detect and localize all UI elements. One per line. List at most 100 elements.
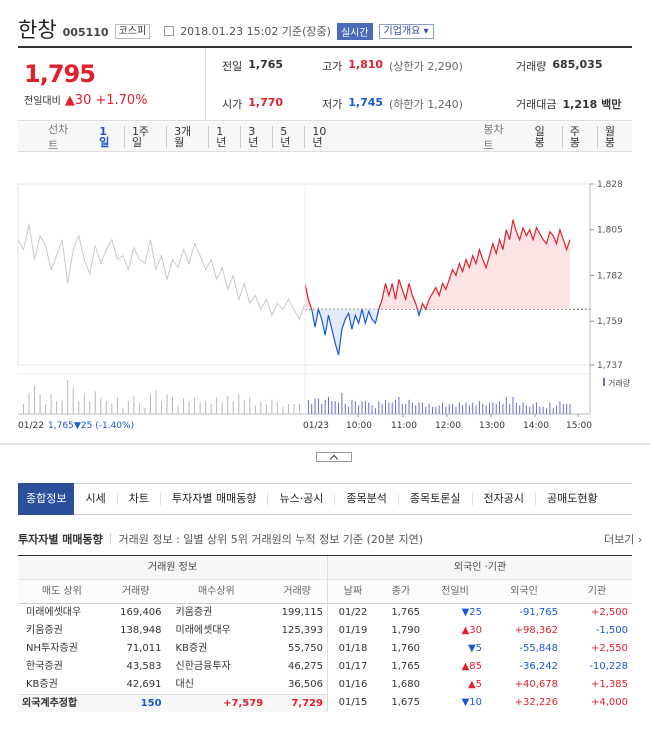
x-tick-label: 14:00	[523, 421, 549, 431]
section-title: 투자자별 매매동향	[18, 533, 103, 546]
tab-short-selling[interactable]: 공매도현황	[535, 493, 609, 505]
col-close: 종가	[391, 586, 411, 597]
row-change: ▲30	[461, 625, 482, 636]
period-10y[interactable]: 10년	[312, 124, 327, 149]
tab-investor-trend[interactable]: 투자자별 매매동향	[159, 493, 267, 505]
section-note: 거래원 정보 : 일별 상위 5위 거래원의 누적 정보 기준 (20분 지연)	[118, 533, 424, 546]
lower-limit: (하한가 1,240)	[389, 98, 463, 111]
tab-quotes[interactable]: 시세	[85, 492, 106, 505]
volume-value: 685,035	[552, 58, 603, 71]
col-change: 전일비	[441, 586, 469, 597]
prev-day-price: 1,765	[48, 421, 74, 431]
amount-value: 1,218 백만	[562, 98, 622, 111]
broker-row: 키움증권 138,948 미래에셋대우 125,393	[18, 622, 327, 640]
foreign-row: 01/16 1,680 ▲5 +40,678 +1,385	[328, 676, 632, 694]
stock-name: 한창	[18, 18, 57, 42]
y-tick-label: 1,805	[597, 226, 623, 236]
row-close: 1,760	[391, 643, 420, 654]
amount-label: 거래대금	[516, 98, 557, 111]
prev-day-line	[17, 223, 306, 321]
tab-chart[interactable]: 차트	[116, 493, 160, 505]
price-change: ▲30	[64, 93, 92, 108]
expand-chart-button[interactable]	[316, 452, 352, 464]
tab-forum[interactable]: 종목토론실	[397, 493, 472, 505]
broker-row: KB증권 42,691 대신 36,506	[18, 676, 327, 694]
broker-sell-name[interactable]: 한국증권	[26, 661, 63, 672]
col-sell-top: 매도 상위	[41, 586, 82, 597]
row-change: ▼10	[461, 697, 482, 708]
row-change: ▲5	[467, 679, 482, 690]
current-price: 1,795	[24, 60, 96, 88]
low-value: 1,745	[348, 96, 384, 109]
section-header: 투자자별 매매동향 | 거래원 정보 : 일별 상위 5위 거래원의 누적 정보…	[18, 531, 424, 546]
foreign-table-title: 외국인 ·기관	[328, 556, 632, 580]
row-institution: +2,500	[590, 607, 628, 618]
today-line-down	[311, 309, 427, 356]
x-tick-label: 10:00	[346, 421, 372, 431]
broker-buy-volume: 55,750	[288, 643, 324, 654]
intraday-price-chart[interactable]: 1,828 1,805 1,782 1,759 1,737 거래량 01/22 1,765 ▼2…	[0, 152, 650, 452]
x-tick-label: 13:00	[479, 421, 505, 431]
broker-sell-volume: 138,948	[120, 625, 162, 636]
candle-weekly[interactable]: 주봉	[563, 125, 598, 148]
col-buy-top: 매수상위	[197, 586, 235, 597]
period-1d[interactable]: 1일	[92, 125, 125, 148]
prev-close-label: 전일	[222, 60, 243, 73]
broker-sell-name[interactable]: 키움증권	[26, 625, 63, 636]
company-info-dropdown[interactable]: 기업개요 ▾	[378, 23, 434, 39]
row-foreign: -91,765	[519, 607, 558, 618]
prev-day-change: ▼25 (-1.40%)	[74, 421, 134, 431]
broker-buy-volume: 125,393	[281, 625, 324, 636]
broker-sell-name[interactable]: NH투자증권	[26, 643, 78, 654]
row-close: 1,675	[391, 697, 420, 708]
row-date: 01/18	[338, 643, 368, 654]
broker-buy-name[interactable]: 미래에셋대우	[175, 625, 231, 636]
broker-row: 미래에셋대우 169,406 키움증권 199,115	[18, 604, 327, 622]
foreign-row: 01/17 1,765 ▲85 -36,242 -10,228	[328, 658, 632, 676]
line-chart-label: 선차트	[48, 122, 69, 152]
candle-monthly[interactable]: 월봉	[604, 124, 616, 149]
open-label: 시가	[222, 98, 243, 111]
today-date: 01/23	[303, 421, 329, 431]
investor-tables: 거래원 정보 매도 상위 거래량 매수상위 거래량 미래에셋대우 169,406 키…	[18, 555, 632, 712]
row-foreign: +32,226	[514, 697, 558, 708]
broker-sell-name[interactable]: KB증권	[26, 679, 58, 690]
volume-label: 거래량	[516, 60, 547, 73]
period-3y[interactable]: 3년	[241, 125, 274, 148]
y-tick-label: 1,782	[597, 271, 623, 281]
open-value: 1,770	[248, 96, 284, 109]
tab-disclosure[interactable]: 전자공시	[471, 493, 535, 505]
period-1w[interactable]: 1주일	[125, 125, 168, 148]
high-value: 1,810	[348, 58, 384, 71]
broker-buy-name[interactable]: 대신	[175, 679, 194, 690]
broker-buy-name[interactable]: 신한금융투자	[175, 661, 231, 672]
volume-legend-swatch	[603, 378, 605, 386]
more-link[interactable]: 더보기 ›	[604, 533, 643, 546]
broker-buy-name[interactable]: 키움증권	[175, 607, 213, 618]
row-change: ▲85	[461, 661, 482, 672]
col-institution: 기관	[587, 586, 607, 597]
broker-sell-name[interactable]: 미래에셋대우	[26, 607, 82, 618]
broker-total-row: 외국계추정합 150 +7,579 7,729	[18, 694, 327, 712]
period-5y[interactable]: 5년	[273, 125, 306, 148]
realtime-button[interactable]: 실시간	[336, 22, 373, 40]
tab-news[interactable]: 뉴스·공시	[267, 493, 334, 505]
tab-summary[interactable]: 종합정보	[18, 483, 75, 515]
candle-daily[interactable]: 일봉	[528, 125, 563, 148]
chart-period-bar: 선차트 1일 1주일 3개월 1년 3년 5년 10년 봉차트 일봉 주봉 월봉	[18, 122, 632, 152]
broker-buy-name[interactable]: KB증권	[175, 643, 208, 654]
tab-analysis[interactable]: 종목분석	[334, 493, 397, 505]
row-foreign: -36,242	[519, 661, 558, 672]
period-1y[interactable]: 1년	[209, 125, 242, 148]
down-area	[305, 309, 570, 356]
foreign-row: 01/18 1,760 ▼5 -55,848 +2,550	[328, 640, 632, 658]
period-3m[interactable]: 3개월	[167, 125, 210, 148]
col-buy-volume: 거래량	[283, 586, 311, 597]
foreign-row: 01/19 1,790 ▲30 +98,362 -1,500	[328, 622, 632, 640]
quote-stats: 전일 1,765 고가 1,810 (상한가 2,290) 거래량 685,035 시가…	[206, 48, 632, 120]
stock-header: 한창 005110 코스피 2018.01.23 15:02 기준(장중) 실시…	[18, 12, 434, 46]
foreign-row: 01/15 1,675 ▼10 +32,226 +4,000	[328, 694, 632, 712]
row-foreign: -55,848	[519, 643, 558, 654]
broker-buy-volume: 199,115	[281, 607, 324, 618]
high-label: 고가	[322, 60, 343, 73]
